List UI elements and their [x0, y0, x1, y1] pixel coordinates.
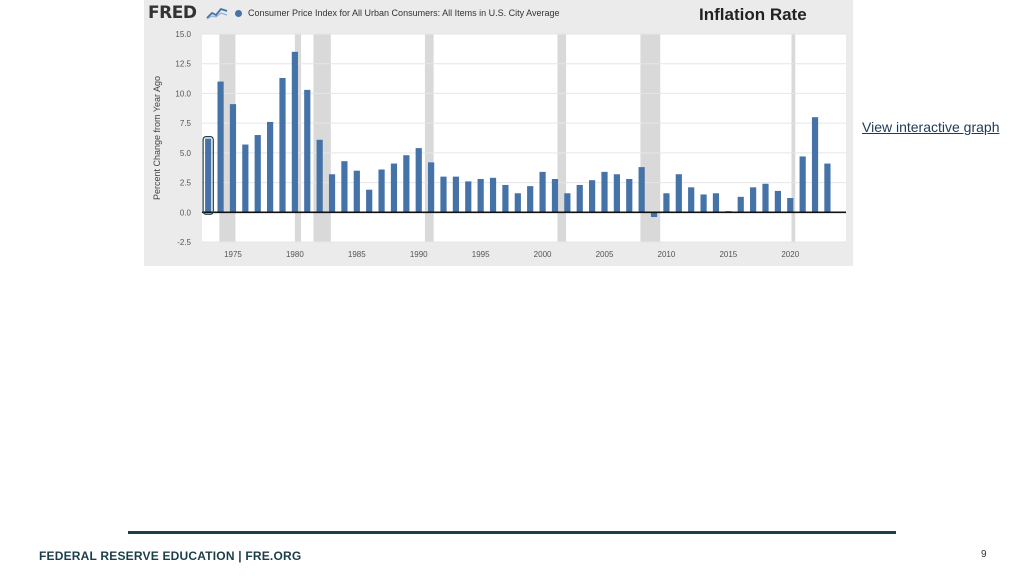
y-tick-label: 2.5	[180, 179, 192, 188]
y-tick-label: 5.0	[180, 149, 192, 158]
recession-band	[791, 34, 796, 242]
bar-2000[interactable]	[539, 171, 546, 213]
bar-1997[interactable]	[502, 184, 509, 213]
bar-1999[interactable]	[527, 186, 534, 213]
bar-1982[interactable]	[316, 139, 323, 213]
x-tick-label: 1995	[472, 250, 490, 259]
footer-text: FEDERAL RESERVE EDUCATION | FRE.ORG	[39, 549, 302, 563]
bar-1979[interactable]	[279, 77, 286, 213]
view-interactive-graph-link[interactable]: View interactive graph	[862, 119, 1000, 135]
bar-2021[interactable]	[799, 156, 806, 213]
bar-1996[interactable]	[489, 177, 497, 213]
bar-1989[interactable]	[403, 155, 410, 213]
bar-2003[interactable]	[576, 184, 583, 213]
y-tick-label: 12.5	[175, 60, 191, 69]
bar-1995[interactable]	[477, 179, 484, 213]
recession-band	[557, 34, 567, 242]
x-tick-label: 2015	[719, 250, 737, 259]
bar-2005[interactable]	[601, 171, 608, 213]
x-tick-label: 2010	[658, 250, 676, 259]
bar-2013[interactable]	[700, 194, 707, 213]
y-tick-label: 0.0	[180, 208, 192, 217]
y-tick-label: -2.5	[177, 238, 191, 247]
bar-1987[interactable]	[378, 169, 385, 213]
bar-1983[interactable]	[328, 174, 336, 213]
bar-2020[interactable]	[787, 198, 794, 213]
x-tick-label: 2005	[596, 250, 614, 259]
bar-1993[interactable]	[452, 176, 459, 213]
bar-2023[interactable]	[824, 163, 831, 213]
recession-band	[424, 34, 434, 242]
bar-1981[interactable]	[304, 89, 311, 213]
chart-panel: 15.0 12.5 10.0 7.5 5.0 2.5 0.0 -2.5 1975 1980 198…	[144, 0, 853, 266]
x-tick-label: 2000	[534, 250, 552, 259]
x-tick-label: 1980	[286, 250, 304, 259]
bar-2011[interactable]	[675, 174, 682, 213]
bar-1990[interactable]	[415, 148, 422, 213]
y-tick-label: 7.5	[180, 119, 192, 128]
bar-1978[interactable]	[267, 121, 274, 213]
line-chart-icon	[206, 7, 228, 20]
bar-1977[interactable]	[254, 135, 261, 213]
bar-2018[interactable]	[762, 183, 769, 213]
bar-1975[interactable]	[229, 104, 237, 213]
footer-divider	[128, 531, 896, 534]
bar-1988[interactable]	[390, 163, 398, 213]
bar-2017[interactable]	[750, 187, 757, 213]
bar-2016[interactable]	[737, 196, 744, 213]
bar-1994[interactable]	[465, 181, 472, 213]
bar-1986[interactable]	[366, 189, 373, 213]
fred-logo: FRED	[148, 3, 197, 23]
y-axis-label: Percent Change from Year Ago	[152, 75, 162, 201]
x-tick-label: 2020	[781, 250, 799, 259]
bar-1991[interactable]	[428, 162, 435, 213]
selected-bar-highlight	[202, 135, 214, 215]
bar-2002[interactable]	[564, 193, 571, 213]
bar-2006[interactable]	[613, 174, 620, 213]
bar-1976[interactable]	[242, 144, 249, 213]
chart-canvas: 15.0 12.5 10.0 7.5 5.0 2.5 0.0 -2.5 1975 1980 198…	[175, 30, 846, 259]
x-tick-label: 1985	[348, 250, 366, 259]
bar-2001[interactable]	[551, 179, 559, 213]
y-tick-label: 15.0	[175, 30, 191, 39]
slide-title: Inflation Rate	[699, 5, 807, 24]
bar-series[interactable]	[205, 51, 831, 218]
bar-2014[interactable]	[712, 193, 720, 213]
bar-1974[interactable]	[217, 81, 224, 213]
bar-2010[interactable]	[663, 193, 670, 213]
x-tick-label: 1990	[410, 250, 428, 259]
bar-1992[interactable]	[440, 176, 447, 213]
bar-2004[interactable]	[589, 180, 596, 213]
bar-1984[interactable]	[341, 161, 348, 213]
recession-band	[640, 34, 661, 242]
legend-label: Consumer Price Index for All Urban Consu…	[248, 8, 560, 18]
bar-1973[interactable]	[205, 138, 212, 213]
bar-2009[interactable]	[650, 212, 658, 218]
bar-2012[interactable]	[688, 187, 695, 213]
bar-2022[interactable]	[811, 117, 819, 213]
bar-2019[interactable]	[774, 190, 781, 213]
x-axis-ticks: 1975 1980 1985 1990 1995 2000 2005 2010 2015 2020	[224, 250, 800, 259]
y-axis-ticks: 15.0 12.5 10.0 7.5 5.0 2.5 0.0 -2.5	[175, 30, 191, 247]
page-number: 9	[981, 549, 987, 560]
bar-2007[interactable]	[626, 179, 633, 213]
x-tick-label: 1975	[224, 250, 242, 259]
bar-1980[interactable]	[291, 51, 298, 213]
bar-1998[interactable]	[514, 193, 521, 213]
y-tick-label: 10.0	[175, 89, 191, 98]
bar-2008[interactable]	[638, 167, 645, 213]
legend-marker	[235, 10, 242, 17]
bar-1985[interactable]	[353, 170, 360, 213]
